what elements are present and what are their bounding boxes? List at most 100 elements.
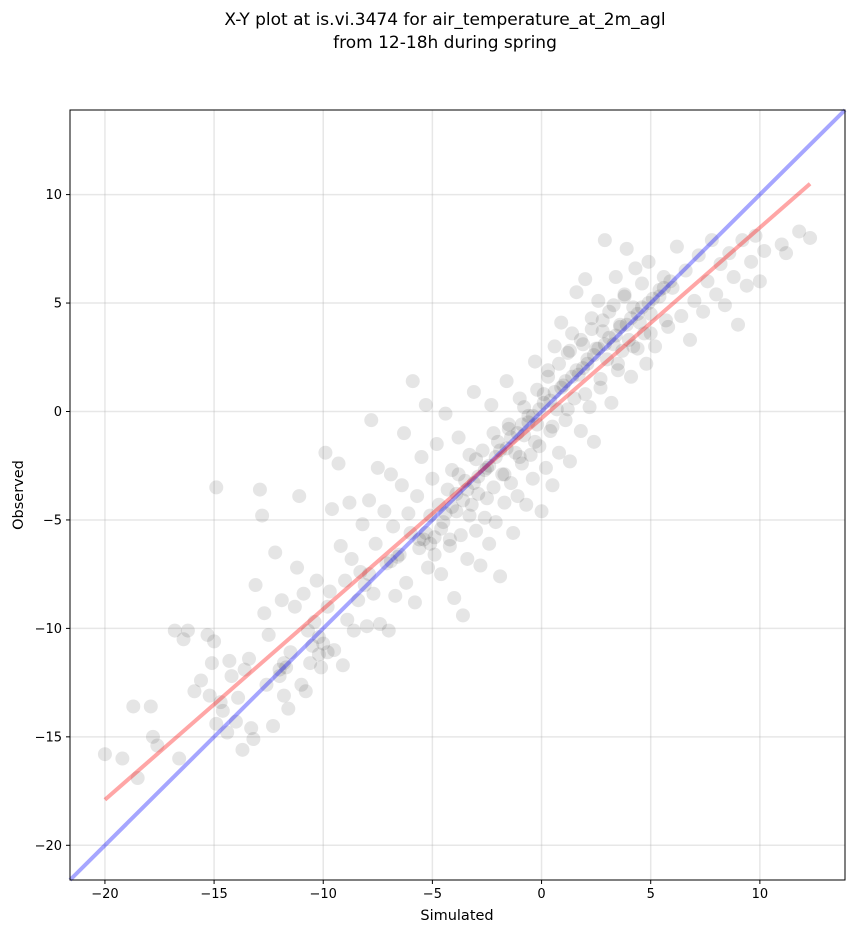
data-point (669, 239, 684, 254)
data-point (200, 627, 215, 642)
data-point (578, 272, 593, 287)
data-point (479, 491, 494, 506)
data-point (187, 684, 202, 699)
data-point (180, 623, 195, 638)
y-tick-label: 0 (54, 405, 62, 420)
data-point (320, 599, 335, 614)
data-point (130, 771, 145, 786)
x-tick-label: −15 (200, 887, 227, 902)
y-tick-label: 5 (54, 297, 62, 312)
data-point (466, 384, 481, 399)
data-point (569, 363, 584, 378)
data-point (582, 400, 597, 415)
data-point (423, 508, 438, 523)
data-point (586, 434, 601, 449)
data-point (296, 586, 311, 601)
data-point (514, 417, 529, 432)
data-point (543, 424, 558, 439)
data-point (309, 573, 324, 588)
data-point (276, 656, 291, 671)
data-point (272, 662, 287, 677)
data-point (447, 591, 462, 606)
data-point (237, 662, 252, 677)
x-tick-label: 0 (537, 887, 545, 902)
data-point (560, 402, 575, 417)
data-point (683, 332, 697, 347)
data-point (493, 443, 508, 458)
data-point (475, 443, 490, 458)
data-point (279, 660, 294, 675)
data-point (224, 669, 239, 684)
data-point (327, 643, 342, 658)
data-point (610, 356, 625, 371)
data-point (193, 673, 208, 688)
data-point (656, 280, 671, 295)
plot-frame (69, 109, 846, 881)
data-point (429, 437, 444, 452)
data-point (482, 458, 497, 473)
data-point (207, 634, 222, 649)
data-point (678, 263, 693, 278)
data-point (331, 456, 346, 471)
data-point (431, 497, 446, 512)
data-point (630, 341, 645, 356)
data-point (626, 339, 641, 354)
y-tick-label: 10 (45, 188, 62, 203)
data-point (418, 397, 433, 412)
data-point (608, 328, 623, 343)
data-point (530, 417, 545, 432)
data-point (792, 224, 807, 239)
data-point (145, 729, 160, 744)
data-point (213, 695, 228, 710)
data-point (479, 460, 494, 475)
data-point (565, 369, 580, 384)
data-point (150, 738, 165, 753)
data-point (410, 489, 425, 504)
data-point (663, 274, 678, 289)
y-tick-label: −5 (43, 513, 62, 528)
data-point (641, 254, 656, 269)
data-point (562, 343, 577, 358)
data-point (593, 380, 608, 395)
data-point (536, 387, 551, 402)
data-point (541, 369, 556, 384)
data-point (235, 742, 250, 757)
data-point (717, 298, 732, 313)
data-point (652, 289, 667, 304)
data-point (661, 319, 676, 334)
data-point (630, 306, 645, 321)
data-point (656, 270, 671, 285)
data-point (538, 460, 553, 475)
data-point (445, 499, 460, 514)
data-point (543, 393, 558, 408)
data-point (584, 311, 599, 326)
data-point (674, 309, 689, 324)
data-point (451, 430, 466, 445)
data-point (462, 447, 477, 462)
data-point (497, 467, 512, 482)
data-point (482, 536, 497, 551)
data-point (242, 651, 257, 666)
data-point (423, 536, 438, 551)
data-point (340, 612, 355, 627)
data-point (624, 311, 639, 326)
data-point (552, 356, 567, 371)
x-tick-label: 10 (752, 887, 769, 902)
data-point (632, 315, 647, 330)
y-axis-label: Observed (11, 460, 27, 530)
data-point (373, 617, 387, 632)
data-point (370, 460, 385, 475)
data-point (567, 391, 582, 406)
data-point (425, 471, 440, 486)
data-point (645, 291, 660, 306)
data-point (648, 339, 663, 354)
data-point (442, 532, 457, 547)
data-point (490, 434, 505, 449)
data-point (569, 285, 584, 300)
data-point (412, 532, 427, 547)
data-point (383, 554, 398, 569)
data-point (586, 348, 601, 363)
data-point (621, 332, 636, 347)
data-point (573, 424, 588, 439)
data-point (434, 521, 449, 536)
